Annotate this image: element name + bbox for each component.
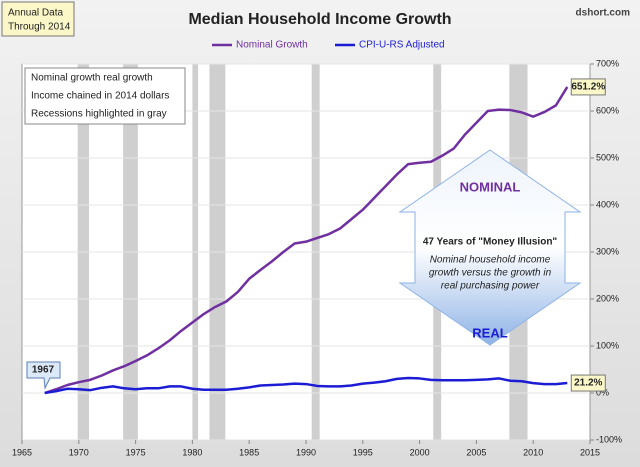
x-tick-label: 1990 [296, 447, 316, 457]
note: Recessions highlighted in gray [31, 109, 167, 120]
chart-title: Median Household Income Growth [188, 11, 451, 28]
arrow-text: Nominal household income [430, 255, 551, 266]
x-tick-label: 1995 [353, 447, 373, 457]
value-label: 21.2% [574, 378, 602, 389]
start-callout [26, 361, 61, 390]
x-tick-label: 1965 [12, 447, 32, 457]
value-label: 651.2% [571, 82, 605, 93]
arrow-bottom: REAL [472, 325, 507, 340]
y-tick-label: 400% [596, 199, 619, 209]
y-tick-label: 500% [596, 152, 619, 162]
value-label-box [570, 78, 606, 96]
x-tick-label: 1975 [126, 447, 146, 457]
arrow-text: real purchasing power [441, 281, 540, 292]
x-tick-label: 2015 [580, 447, 600, 457]
series-line [44, 86, 569, 395]
note: Income chained in 2014 dollars [31, 91, 169, 102]
y-tick-label: 100% [596, 340, 619, 350]
x-tick-label: 1980 [182, 447, 202, 457]
x-tick-label: 2010 [523, 447, 543, 457]
series-line [44, 376, 568, 395]
corner-label: Annual Data [8, 8, 63, 19]
x-tick-label: 2005 [466, 447, 486, 457]
x-tick-label: 2000 [410, 447, 430, 457]
arrow-top: NOMINAL [460, 179, 521, 194]
corner-label: Through 2014 [8, 22, 71, 33]
money-illusion-arrow [398, 149, 582, 346]
y-tick-label: 0% [596, 387, 609, 397]
legend-label: CPI-U-RS Adjusted [359, 40, 445, 51]
source: dshort.com [576, 8, 631, 19]
note: Nominal growth real growth [31, 73, 153, 84]
notes-box [24, 67, 186, 125]
y-tick-label: 600% [596, 105, 619, 115]
x-tick-label: 1985 [239, 447, 259, 457]
y-tick-label: 700% [596, 58, 619, 68]
x-tick-label: 1970 [69, 447, 89, 457]
value-label-box [570, 374, 606, 392]
y-tick-label: 200% [596, 293, 619, 303]
start-label: 1967 [32, 365, 55, 376]
corner-box [1, 1, 75, 37]
y-tick-label: 300% [596, 246, 619, 256]
y-tick-label: -100% [596, 434, 622, 444]
arrow-text: growth versus the growth in [429, 268, 552, 279]
legend-label: Nominal Growth [236, 40, 308, 51]
arrow-title: 47 Years of "Money Illusion" [423, 237, 558, 248]
